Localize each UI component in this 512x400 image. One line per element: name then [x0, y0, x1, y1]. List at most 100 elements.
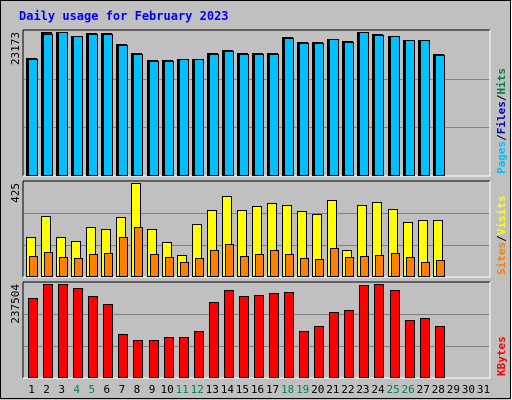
x-tick-label: 29 — [447, 383, 460, 396]
bar-kbytes-day-24 — [374, 284, 384, 378]
bar-sites-day-9 — [150, 254, 159, 277]
bar-pages-day-11 — [179, 59, 189, 176]
bar-pages-day-26 — [405, 40, 415, 176]
panel-visits-right-labels: Sites/Visits — [495, 196, 508, 276]
x-tick-label: 19 — [296, 383, 309, 396]
bar-kbytes-day-15 — [239, 296, 249, 378]
bar-kbytes-day-20 — [314, 326, 324, 378]
bar-pages-day-24 — [374, 35, 384, 176]
x-tick-label: 13 — [206, 383, 219, 396]
bar-pages-day-8 — [133, 54, 143, 176]
x-tick-label: 16 — [251, 383, 264, 396]
bar-sites-day-24 — [375, 255, 384, 277]
bar-pages-day-14 — [224, 51, 234, 176]
bar-sites-day-2 — [44, 252, 53, 277]
bar-sites-day-1 — [29, 256, 38, 277]
bar-sites-day-13 — [210, 250, 219, 277]
bar-pages-day-2 — [43, 34, 53, 176]
bar-kbytes-day-2 — [43, 284, 53, 378]
legend-files: Files — [495, 101, 508, 134]
x-tick-label: 4 — [73, 383, 80, 396]
x-tick-label: 8 — [134, 383, 141, 396]
bar-kbytes-day-6 — [103, 304, 113, 378]
x-tick-label: 20 — [311, 383, 324, 396]
bar-pages-day-25 — [390, 36, 400, 176]
bar-kbytes-day-13 — [209, 302, 219, 378]
bar-sites-day-28 — [436, 260, 445, 277]
x-tick-label: 26 — [402, 383, 415, 396]
bar-pages-day-15 — [239, 54, 249, 176]
legend-separator: / — [495, 235, 508, 242]
panel-visits-legend: Sites/Visits — [495, 196, 508, 276]
bar-pages-day-5 — [88, 34, 98, 176]
x-tick-label: 12 — [191, 383, 204, 396]
bar-pages-day-7 — [118, 45, 128, 176]
panel-kbytes-max-label: 237504 — [9, 284, 22, 324]
legend-hits: Hits — [495, 68, 508, 95]
bar-sites-day-25 — [391, 253, 400, 277]
panel-visits-max-label: 425 — [9, 183, 22, 203]
bar-sites-day-27 — [421, 262, 430, 277]
bar-pages-day-22 — [344, 42, 354, 176]
bar-kbytes-day-3 — [58, 284, 68, 378]
bar-kbytes-day-28 — [435, 326, 445, 378]
x-tick-label: 31 — [477, 383, 490, 396]
x-tick-label: 30 — [462, 383, 475, 396]
bar-pages-day-13 — [209, 54, 219, 176]
bar-kbytes-day-5 — [88, 296, 98, 378]
x-tick-label: 15 — [236, 383, 249, 396]
x-tick-label: 11 — [176, 383, 189, 396]
bar-kbytes-day-9 — [149, 340, 159, 378]
legend-sites: Sites — [495, 242, 508, 275]
panel-hits-legend: Pages/Files/Hits — [495, 68, 508, 174]
bar-pages-day-3 — [58, 32, 68, 176]
bar-sites-day-4 — [74, 258, 83, 277]
x-tick-label: 17 — [266, 383, 279, 396]
bar-sites-day-14 — [225, 244, 234, 277]
x-tick-label: 6 — [104, 383, 111, 396]
x-tick-label: 18 — [281, 383, 294, 396]
bar-sites-day-16 — [255, 254, 264, 277]
panel-kbytes: 237504 KBytes — [9, 281, 508, 379]
bar-sites-day-17 — [270, 250, 279, 277]
x-tick-label: 1 — [28, 383, 35, 396]
x-tick-label: 3 — [58, 383, 65, 396]
panel-visits: 425 Sites/Visits — [9, 180, 508, 278]
x-tick-label: 28 — [432, 383, 445, 396]
panel-kbytes-legend: KBytes — [495, 336, 508, 376]
bar-pages-day-21 — [329, 39, 339, 176]
panel-hits-right-labels: Pages/Files/Hits — [495, 68, 508, 174]
bar-sites-day-15 — [240, 256, 249, 277]
bar-sites-day-7 — [119, 237, 128, 277]
bar-sites-day-21 — [330, 248, 339, 277]
bar-pages-day-17 — [269, 54, 279, 176]
bar-pages-day-12 — [194, 59, 204, 176]
bar-sites-day-26 — [406, 257, 415, 277]
bar-kbytes-day-10 — [164, 337, 174, 378]
bar-sites-day-5 — [89, 254, 98, 277]
bar-pages-day-9 — [149, 61, 159, 176]
bar-pages-day-18 — [284, 38, 294, 176]
bar-kbytes-day-12 — [194, 331, 204, 378]
bar-pages-day-10 — [164, 61, 174, 176]
bar-pages-day-28 — [435, 55, 445, 176]
bar-pages-day-1 — [28, 59, 38, 176]
bar-kbytes-day-16 — [254, 295, 264, 378]
bar-pages-day-19 — [299, 43, 309, 176]
legend-kbytes: KBytes — [495, 336, 508, 376]
bar-kbytes-day-25 — [390, 290, 400, 378]
bar-kbytes-day-8 — [133, 340, 143, 378]
bar-pages-day-20 — [314, 43, 324, 176]
x-axis: 1 2 3 4 5 6 7 8 9 10 11 12 13 14 15 16 17 18 19 20 21 22 23 24 2… — [28, 383, 490, 396]
bar-pages-day-27 — [420, 40, 430, 176]
x-tick-label: 7 — [119, 383, 126, 396]
bar-kbytes-day-11 — [179, 337, 189, 378]
legend-pages: Pages — [495, 141, 508, 174]
bar-kbytes-day-27 — [420, 318, 430, 378]
bar-kbytes-day-19 — [299, 331, 309, 378]
x-tick-label: 5 — [88, 383, 95, 396]
bar-pages-day-23 — [359, 32, 369, 176]
